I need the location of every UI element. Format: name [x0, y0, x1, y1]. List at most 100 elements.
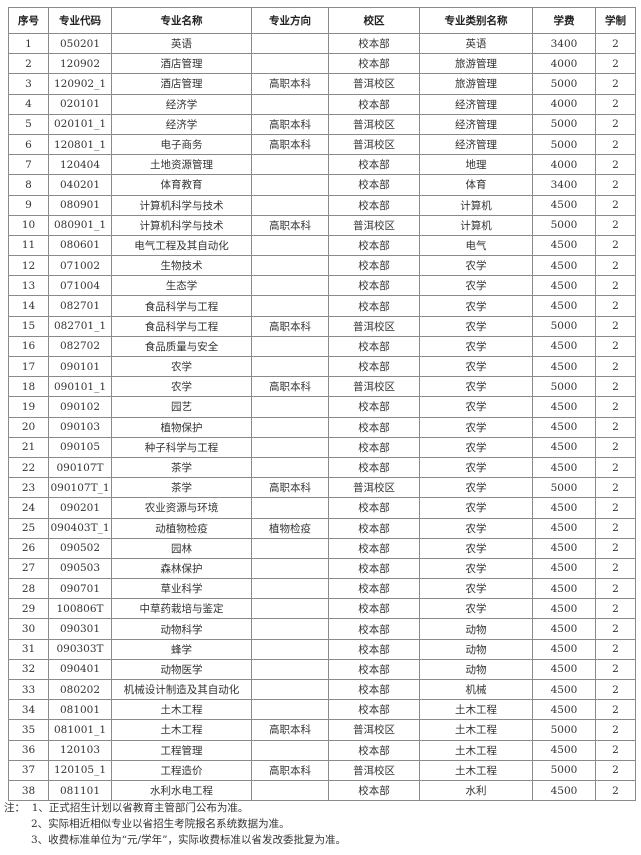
table-cell: 37: [8, 759, 49, 781]
table-cell: 4500: [532, 234, 596, 257]
table-cell: 校本部: [328, 658, 420, 681]
table-cell: 土木工程: [111, 719, 252, 741]
table-body: 1 050201 英语 校本部 英语 3400 2 2 120902 酒店管理 校本部 旅游管理 400…: [8, 32, 636, 802]
table-cell: 农学: [419, 517, 533, 539]
table-cell: [251, 234, 329, 257]
table-row: 34 081001 土木工程 校本部 土木工程 4500 2: [8, 699, 636, 721]
table-cell: 34: [8, 699, 49, 721]
table-cell: 2: [595, 376, 636, 398]
table-cell: 计算机科学与技术: [111, 194, 252, 216]
table-cell: [251, 53, 329, 75]
table-row: 32 090401 动物医学 校本部 动物 4500 2: [8, 658, 636, 681]
table-cell: 电子商务: [111, 133, 252, 156]
table-cell: 农学: [419, 416, 533, 438]
table-cell: [251, 456, 329, 479]
table-cell: 15: [8, 315, 49, 337]
table-cell: 4500: [532, 699, 596, 721]
table-cell: 4500: [532, 456, 596, 479]
table-cell: 23: [8, 477, 49, 499]
table-cell: 12: [8, 255, 49, 277]
table-cell: 071002: [48, 255, 112, 277]
table-row: 22 090107T 茶学 校本部 农学 4500 2: [8, 456, 636, 479]
table-cell: 020101: [48, 93, 112, 115]
table-cell: 8: [8, 174, 49, 196]
table-cell: 经济学: [111, 93, 252, 115]
table-cell: 4500: [532, 416, 596, 438]
table-row: 3 120902_1 酒店管理 高职本科 普洱校区 旅游管理 5000 2: [8, 73, 636, 95]
table-cell: 酒店管理: [111, 73, 252, 95]
table-cell: 29: [8, 598, 49, 620]
table-cell: 食品科学与工程: [111, 295, 252, 317]
table-cell: 20: [8, 416, 49, 438]
table-cell: 农学: [419, 557, 533, 580]
table-cell: 农学: [419, 315, 533, 337]
table-cell: 2: [595, 436, 636, 458]
table-cell: 4500: [532, 678, 596, 701]
table-cell: 10: [8, 214, 49, 236]
table-cell: 090503: [48, 557, 112, 580]
table-cell: 2: [595, 214, 636, 236]
table-cell: 30: [8, 618, 49, 640]
table-cell: 082702: [48, 335, 112, 358]
table-cell: 2: [595, 598, 636, 620]
column-header: 专业类别名称: [419, 7, 533, 34]
table-cell: 3400: [532, 174, 596, 196]
table-cell: 校本部: [328, 557, 420, 580]
table-cell: 2: [595, 154, 636, 176]
table-cell: 农学: [419, 376, 533, 398]
table-cell: 农学: [419, 275, 533, 297]
note-prefix: 注：: [4, 802, 25, 814]
table-cell: 土木工程: [111, 699, 252, 721]
table-cell: 土木工程: [419, 759, 533, 781]
table-cell: 28: [8, 578, 49, 600]
table-cell: 120902: [48, 53, 112, 75]
table-cell: 090107T: [48, 456, 112, 479]
table-cell: [251, 557, 329, 580]
table-row: 5 020101_1 经济学 高职本科 普洱校区 经济管理 5000 2: [8, 113, 636, 135]
table-cell: 校本部: [328, 194, 420, 216]
column-header: 专业方向: [251, 7, 329, 34]
table-cell: 2: [595, 133, 636, 156]
table-cell: 5000: [532, 376, 596, 398]
table-cell: 农学: [419, 335, 533, 358]
table-cell: 校本部: [328, 699, 420, 721]
table-cell: [251, 537, 329, 559]
table-cell: 27: [8, 557, 49, 580]
table-cell: 农学: [419, 295, 533, 317]
table-cell: 4500: [532, 537, 596, 559]
table-row: 19 090102 园艺 校本部 农学 4500 2: [8, 396, 636, 418]
table-row: 28 090701 草业科学 校本部 农学 4500 2: [8, 578, 636, 600]
table-cell: 4500: [532, 275, 596, 297]
table-cell: 农学: [419, 396, 533, 418]
table-row: 13 071004 生态学 校本部 农学 4500 2: [8, 275, 636, 297]
table-cell: 020101_1: [48, 113, 112, 135]
table-cell: 4: [8, 93, 49, 115]
table-cell: 校本部: [328, 497, 420, 519]
table-row: 17 090101 农学 校本部 农学 4500 2: [8, 355, 636, 378]
table-cell: [251, 93, 329, 115]
table-cell: 2: [595, 53, 636, 75]
table-cell: 5000: [532, 315, 596, 337]
table-cell: 25: [8, 517, 49, 539]
table-cell: 校本部: [328, 53, 420, 75]
table-cell: 081101: [48, 779, 112, 802]
table-cell: 2: [595, 578, 636, 600]
table-cell: 经济学: [111, 113, 252, 135]
table-cell: 旅游管理: [419, 73, 533, 95]
table-cell: 农业资源与环境: [111, 497, 252, 519]
table-cell: [251, 416, 329, 438]
table-cell: 土木工程: [419, 719, 533, 741]
table-cell: 电气: [419, 234, 533, 257]
table-row: 29 100806T 中草药栽培与鉴定 校本部 农学 4500 2: [8, 598, 636, 620]
table-cell: 普洱校区: [328, 376, 420, 398]
table-cell: 校本部: [328, 335, 420, 358]
table-cell: 普洱校区: [328, 133, 420, 156]
table-cell: 4500: [532, 335, 596, 358]
note-3: 3、收费标准单位为“元/学年”，实际收费标准以省发改委批复为准。: [4, 832, 346, 848]
table-cell: 4500: [532, 598, 596, 620]
table-row: 14 082701 食品科学与工程 校本部 农学 4500 2: [8, 295, 636, 317]
table-cell: 高职本科: [251, 214, 329, 236]
note-2: 2、实际相近相似专业以省招生考院报名系统数据为准。: [4, 816, 346, 832]
table-cell: [251, 255, 329, 277]
table-cell: 经济管理: [419, 133, 533, 156]
